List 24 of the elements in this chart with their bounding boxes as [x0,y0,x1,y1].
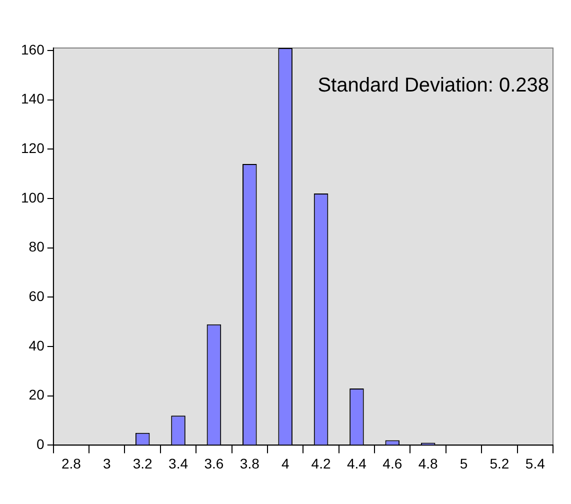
x-tick-label: 3 [102,455,111,472]
x-tick-label: 5 [460,455,468,472]
x-tick-label: 5.4 [525,455,546,472]
x-tick-label: 3.2 [132,455,153,472]
y-tick-label: 40 [28,337,45,354]
x-tick-label: 2.8 [61,455,82,472]
y-tick-label: 140 [21,90,45,107]
x-tick-label: 3.8 [240,455,260,472]
x-tick-label: 4 [281,455,290,472]
y-tick-label: 160 [21,41,45,58]
x-tick-label: 4.8 [418,455,438,472]
y-tick-label: 120 [21,140,45,156]
x-tick-label: 3.6 [204,455,224,472]
y-tick-label: 100 [21,189,45,206]
y-tick-label: 0 [36,436,45,452]
x-tick-label: 4.2 [311,455,331,472]
y-tick-label: 20 [28,386,45,403]
x-tick-label: 3.4 [168,455,188,472]
y-tick-label: 60 [28,288,45,304]
x-tick-label: 4.4 [346,455,367,472]
y-tick-label: 80 [28,238,45,255]
annotation: Standard Deviation: 0.238 [318,74,549,97]
x-tick-label: 5.2 [490,455,510,472]
x-tick-label: 4.6 [382,455,402,472]
